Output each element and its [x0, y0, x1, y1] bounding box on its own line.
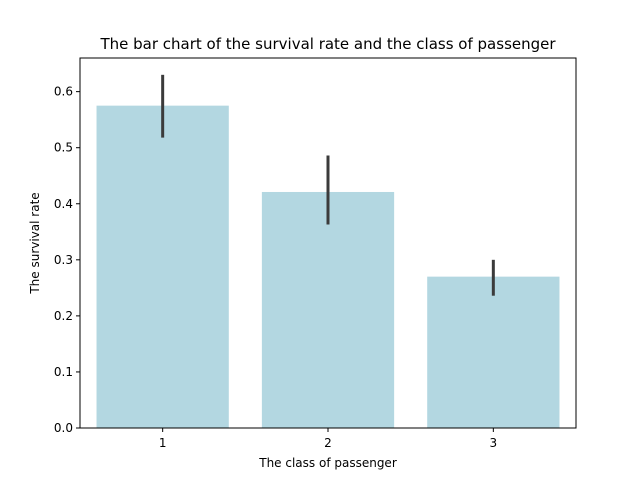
chart-title: The bar chart of the survival rate and t…: [99, 35, 556, 53]
y-tick-label-0.3: 0.3: [54, 253, 73, 267]
y-axis-label: The survival rate: [28, 192, 42, 294]
x-tick-label-3: 3: [490, 436, 498, 450]
y-tick-label-0.4: 0.4: [54, 197, 73, 211]
y-axis-ticks: 0.0 0.1 0.2 0.3 0.4 0.5 0.6: [54, 85, 80, 435]
bar-2: [261, 191, 395, 428]
x-axis-label: The class of passenger: [258, 456, 397, 470]
y-tick-label-0.2: 0.2: [54, 309, 73, 323]
x-axis-ticks: 1 2 3: [159, 428, 497, 450]
y-tick-label-0.0: 0.0: [54, 421, 73, 435]
y-tick-label-0.6: 0.6: [54, 85, 73, 99]
y-tick-label-0.1: 0.1: [54, 365, 73, 379]
y-tick-label-0.5: 0.5: [54, 141, 73, 155]
x-tick-label-1: 1: [159, 436, 167, 450]
bar-3: [427, 276, 560, 428]
error-bars-layer: [161, 74, 495, 296]
bars-layer: [96, 105, 560, 429]
bar-1: [96, 105, 229, 429]
x-tick-label-2: 2: [324, 436, 332, 450]
